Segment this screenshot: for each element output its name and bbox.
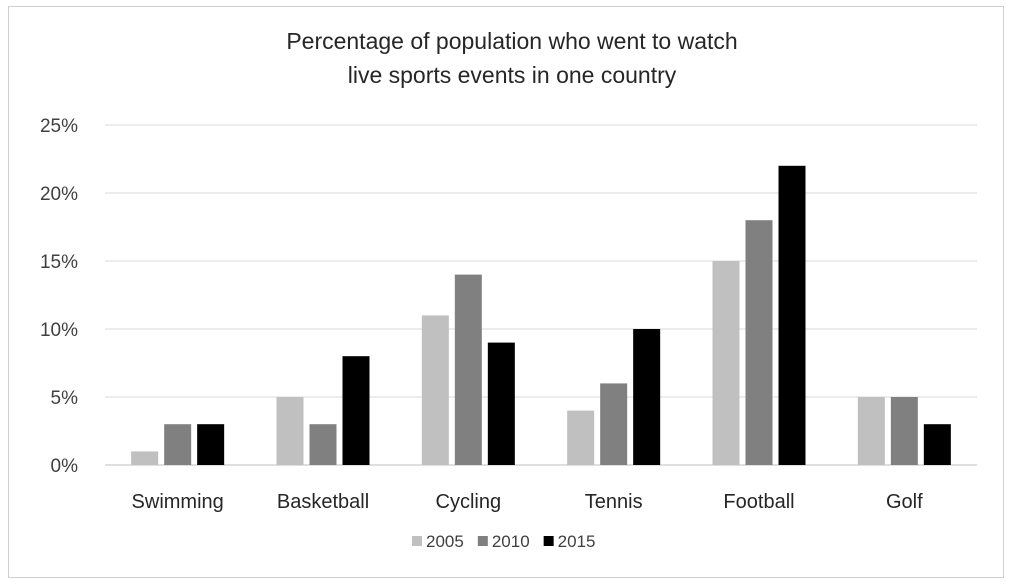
legend-swatch-2015 [543,536,554,546]
category-label: Golf [886,491,923,513]
legend-swatch-2010 [477,536,488,546]
y-tick-label: 0% [51,456,79,477]
bar-basketball-2015 [342,356,370,465]
category-label: Basketball [277,491,369,513]
bar-golf-2005 [857,397,885,465]
bar-tennis-2010 [600,383,628,465]
bar-basketball-2010 [309,424,337,465]
category-label: Football [723,491,794,513]
bar-football-2010 [745,220,773,465]
category-label: Cycling [436,491,502,513]
legend-label-2015: 2015 [558,532,596,551]
bar-cycling-2015 [487,342,515,465]
category-label: Tennis [585,491,643,513]
bar-cycling-2005 [421,315,449,465]
bar-swimming-2010 [164,424,192,465]
bar-swimming-2015 [197,424,225,465]
y-tick-label: 20% [40,184,78,205]
chart-title-line-2: live sports events in one country [347,62,677,88]
legend-swatch-2005 [412,536,422,546]
bar-golf-2015 [923,424,951,465]
bar-football-2015 [778,165,806,466]
bar-tennis-2015 [633,329,661,465]
bar-tennis-2005 [567,410,595,465]
legend-label-2010: 2010 [492,532,530,551]
bar-basketball-2005 [276,397,304,465]
chart-title: Percentage of population who went to wat… [0,24,1024,92]
bar-swimming-2005 [131,451,159,465]
y-tick-label: 15% [40,252,78,273]
y-tick-label: 10% [40,320,78,341]
legend-label-2005: 2005 [426,532,464,551]
y-tick-label: 5% [51,388,79,409]
bar-football-2005 [712,261,740,465]
chart-frame [8,6,1004,578]
bar-golf-2010 [890,397,918,465]
y-tick-label: 25% [40,116,78,137]
category-label: Swimming [132,491,224,513]
bar-cycling-2010 [454,274,482,465]
chart-title-line-1: Percentage of population who went to wat… [286,28,738,54]
